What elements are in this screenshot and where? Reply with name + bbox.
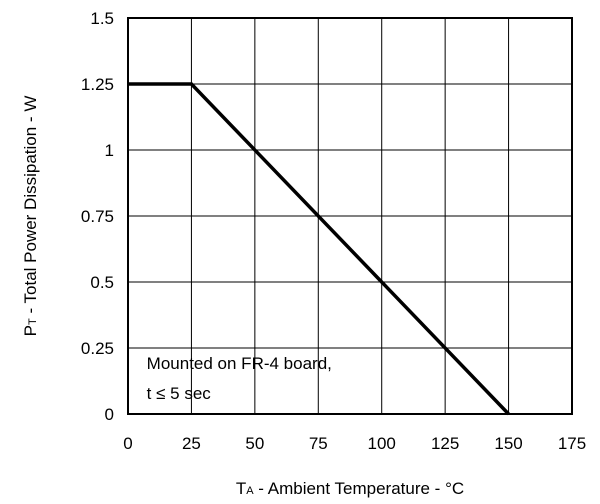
y-tick-label: 0.5 [90,273,114,292]
series-layer [128,82,510,416]
x-tick-label: 125 [431,434,459,453]
plot-frame [127,17,573,415]
series-line [128,82,510,416]
y-tick-label: 0.75 [81,207,114,226]
x-tick-label: 100 [368,434,396,453]
x-tick-label: 150 [494,434,522,453]
x-tick-labels: 0 25 50 75 100 125 150 175 [123,434,586,453]
annotation-line-1: Mounted on FR-4 board, [147,354,332,373]
x-tick-label: 75 [309,434,328,453]
x-tick-label: 0 [123,434,132,453]
x-tick-label: 175 [558,434,586,453]
y-axis-label-main: P [21,325,40,336]
x-axis-label-sub: A [246,485,254,497]
y-tick-labels: 0 0.25 0.5 0.75 1 1.25 1.5 [81,9,114,424]
x-axis-label-main: T [236,479,246,498]
annotation-line-2: t ≤ 5 sec [147,384,212,403]
y-tick-label: 1.25 [81,75,114,94]
x-tick-label: 25 [182,434,201,453]
y-tick-label: 1 [105,141,114,160]
y-axis-label-rest: - Total Power Dissipation - W [21,96,40,319]
x-tick-label: 50 [245,434,264,453]
y-tick-label: 0.25 [81,339,114,358]
grid [127,17,573,415]
x-axis-label: TA - Ambient Temperature - °C [236,479,464,498]
y-tick-label: 0 [105,405,114,424]
y-axis-label-sub: T [27,318,39,325]
y-tick-label: 1.5 [90,9,114,28]
y-axis-label: PT - Total Power Dissipation - W [21,96,40,337]
x-axis-label-rest: - Ambient Temperature - °C [254,479,465,498]
